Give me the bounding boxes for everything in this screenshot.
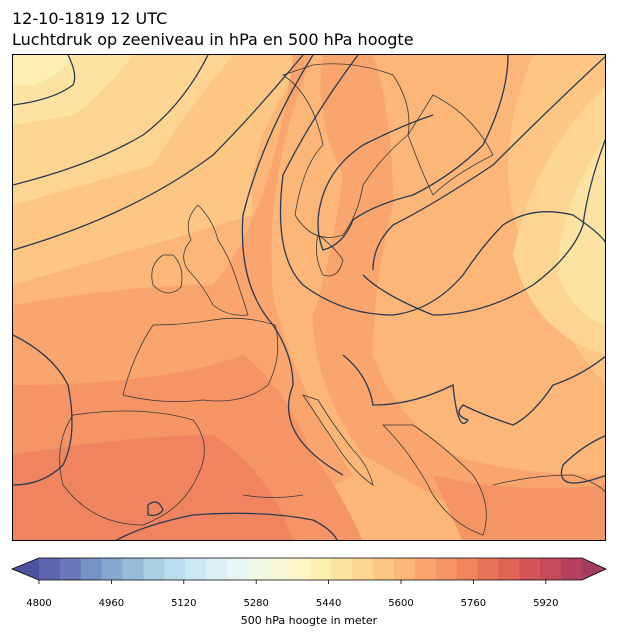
sea-level-pressure-isobars <box>13 55 605 540</box>
colorbar-segment <box>101 558 124 580</box>
coastline-great-britain <box>183 204 249 316</box>
colorbar-segment <box>331 558 353 580</box>
height-fill-bands <box>13 55 605 540</box>
colorbar-segment <box>39 558 61 580</box>
height-band-5800-southeast <box>433 475 605 540</box>
map-title-datetime: 12-10-1819 12 UTC <box>12 9 168 28</box>
colorbar-label: 500 hPa hoogte in meter <box>240 614 378 627</box>
coastline-iberia <box>59 410 205 526</box>
isobar <box>13 55 209 186</box>
colorbar-tick-label: 5280 <box>243 598 269 609</box>
coastline-turkey <box>492 474 605 493</box>
isobar <box>13 55 76 106</box>
isobar <box>13 55 304 251</box>
coastline-italy <box>302 394 374 486</box>
colorbar-segment <box>477 558 499 580</box>
height-band-5760-central <box>313 55 605 540</box>
colorbar-segment <box>289 558 311 580</box>
isobar-small-closed <box>147 501 164 517</box>
coastline-finland <box>407 94 494 196</box>
colorbar-tick-label: 5600 <box>388 598 414 609</box>
weather-map <box>12 54 606 541</box>
colorbar-segment <box>352 558 374 580</box>
height-band-5600-east <box>558 137 605 325</box>
colorbar-segment <box>80 558 103 580</box>
colorbar-tick-label: 5120 <box>171 598 197 609</box>
isobar <box>372 55 605 271</box>
colorbar-segment <box>519 558 541 580</box>
coastline-balkans <box>382 424 487 536</box>
map-title-description: Luchtdruk op zeeniveau in hPa en 500 hPa… <box>12 30 414 49</box>
isobar <box>13 334 73 486</box>
isobar <box>560 435 605 484</box>
isobar-low-center <box>317 55 509 251</box>
colorbar-segment <box>414 558 437 580</box>
colorbar-segment <box>394 558 416 580</box>
colorbar-segments <box>39 558 583 580</box>
colorbar-segment <box>164 558 186 580</box>
isobar <box>241 55 344 476</box>
weather-map-canvas <box>13 55 605 540</box>
colorbar-segment <box>540 558 562 580</box>
colorbar: 4800 4960 5120 5280 5440 5600 5760 5920 <box>0 550 618 639</box>
colorbar-segment <box>59 558 82 580</box>
colorbar-segment <box>498 558 520 580</box>
colorbar-tick-label: 4800 <box>26 598 52 609</box>
colorbar-segment <box>143 558 165 580</box>
colorbar-segment <box>247 558 270 580</box>
coastline-north-africa <box>242 494 304 498</box>
isobar <box>362 138 605 316</box>
isobar <box>279 55 605 316</box>
colorbar-segment <box>185 558 207 580</box>
colorbar-segment <box>268 558 291 580</box>
colorbar-segment <box>226 558 249 580</box>
colorbar-tick-label: 5920 <box>533 598 559 609</box>
colorbar-bar <box>10 557 607 584</box>
height-band-5560-west <box>13 55 73 85</box>
coastline-france <box>122 317 279 403</box>
colorbar-tick-label: 5440 <box>315 598 342 609</box>
isobar <box>115 512 338 540</box>
colorbar-tick-label: 4960 <box>98 598 125 609</box>
colorbar-tick-label: 5760 <box>460 598 487 609</box>
colorbar-segment <box>561 558 583 580</box>
isobar <box>342 354 605 426</box>
coastline-ireland <box>151 254 183 294</box>
colorbar-extend-over <box>582 558 606 580</box>
colorbar-segment <box>435 558 458 580</box>
coastline-scandinavia <box>282 63 410 238</box>
colorbar-segment <box>373 558 395 580</box>
colorbar-segment <box>310 558 332 580</box>
colorbar-segment <box>206 558 228 580</box>
height-band-5680 <box>13 55 605 384</box>
colorbar-extend-under <box>12 558 39 580</box>
colorbar-segment <box>122 558 144 580</box>
colorbar-segment <box>456 558 479 580</box>
